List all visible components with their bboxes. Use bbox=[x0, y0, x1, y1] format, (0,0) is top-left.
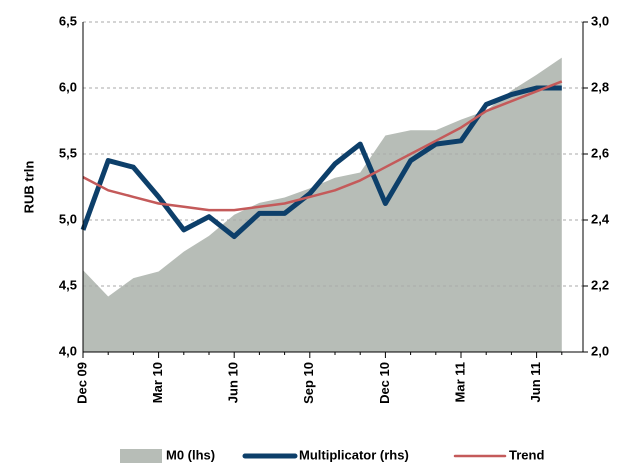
y-tick-label: 5,0 bbox=[59, 211, 77, 226]
y-tick-label: 4,5 bbox=[59, 277, 77, 292]
x-tick-label: Dec 09 bbox=[74, 362, 89, 404]
x-tick-label: Sep 10 bbox=[301, 362, 316, 404]
line bbox=[82, 80, 563, 212]
x-tick-label: Mar 10 bbox=[150, 362, 165, 403]
area bbox=[83, 57, 562, 352]
x-tick-label: Dec 10 bbox=[377, 362, 392, 404]
y2-tick-label: 2,8 bbox=[591, 79, 609, 94]
y-tick-label: 6,0 bbox=[59, 79, 77, 94]
y2-tick-label: 2,0 bbox=[591, 343, 609, 358]
x-tick-label: Jun 11 bbox=[528, 362, 543, 402]
legend-label: Trend bbox=[509, 447, 544, 462]
legend-label: M0 (lhs) bbox=[166, 447, 215, 462]
y2-tick-label: 2,6 bbox=[591, 145, 609, 160]
y2-tick-label: 2,2 bbox=[591, 277, 609, 292]
legend-label: Multiplicator (rhs) bbox=[299, 447, 409, 462]
legend-swatch bbox=[120, 449, 162, 463]
x-tick-label: Mar 11 bbox=[452, 362, 467, 402]
y2-tick-label: 2,4 bbox=[591, 211, 610, 226]
y2-tick-label: 3,0 bbox=[591, 13, 609, 28]
y-tick-label: 6,5 bbox=[59, 13, 77, 28]
x-tick-label: Jun 10 bbox=[226, 362, 241, 403]
y-tick-label: 4,0 bbox=[59, 343, 77, 358]
line bbox=[80, 85, 562, 239]
y-axis-label: RUB trln bbox=[21, 161, 36, 214]
y-tick-label: 5,5 bbox=[59, 145, 77, 160]
